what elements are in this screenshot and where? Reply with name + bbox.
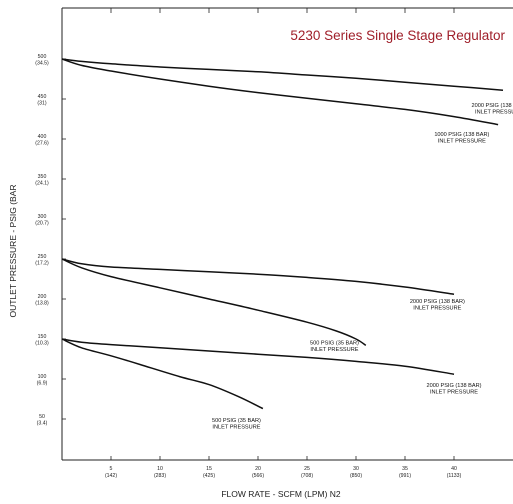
series-sublabel-6: INLET PRESSURE	[212, 425, 260, 431]
y-tick-label: 200	[38, 294, 47, 300]
y-axis-label: OUTLET PRESSURE - PSIG (BAR	[8, 184, 18, 317]
series-sublabel-1: INLET PRESSURE	[475, 110, 513, 116]
x-tick-label: 15	[206, 466, 212, 472]
y-tick-sublabel: (31)	[37, 101, 46, 107]
y-tick-sublabel: (27.6)	[35, 141, 49, 147]
y-tick-sublabel: (20.7)	[35, 221, 49, 227]
curve-labels: 2000 PSIG (138 BAR)INLET PRESSURE1000 PS…	[212, 103, 513, 431]
series-line-2	[61, 58, 499, 126]
x-tick-sublabel: (425)	[203, 473, 215, 479]
y-tick-sublabel: (24.1)	[35, 181, 49, 187]
x-tick-sublabel: (283)	[154, 473, 166, 479]
series-label-1: 2000 PSIG (138 BAR)	[472, 103, 513, 109]
series-label-4: 500 PSIG (35 BAR)	[310, 341, 359, 347]
series-sublabel-5: INLET PRESSURE	[430, 390, 478, 396]
x-tick-sublabel: (708)	[301, 473, 313, 479]
x-axis-label: FLOW RATE - SCFM (LPM) N2	[221, 489, 341, 499]
x-tick-sublabel: (142)	[105, 473, 117, 479]
series-label-3: 2000 PSIG (138 BAR)	[410, 299, 465, 305]
series-line-4	[61, 258, 367, 347]
y-tick-label: 500	[38, 54, 47, 60]
y-tick-sublabel: (34.5)	[35, 61, 49, 67]
series-label-2: 1000 PSIG (138 BAR)	[434, 132, 489, 138]
y-tick-sublabel: (17.2)	[35, 261, 49, 267]
ticks: 5(142) 10(283) 15(425) 20(566) 25(708) 30(850…	[35, 8, 462, 479]
x-tick-label: 40	[451, 466, 457, 472]
series-line-3	[61, 258, 455, 295]
y-tick-label: 50	[39, 414, 45, 420]
x-tick-label: 5	[110, 466, 113, 472]
x-tick-label: 10	[157, 466, 163, 472]
y-tick-sublabel: (13.8)	[35, 301, 49, 307]
series-sublabel-3: INLET PRESSURE	[413, 306, 461, 312]
x-tick-label: 20	[255, 466, 261, 472]
x-tick-sublabel: (850)	[350, 473, 362, 479]
y-tick-sublabel: (10.3)	[35, 341, 49, 347]
series-line-1	[61, 58, 504, 91]
x-tick-sublabel: (991)	[399, 473, 411, 479]
x-tick-label: 30	[353, 466, 359, 472]
y-tick-label: 100	[38, 374, 47, 380]
series-label-5: 2000 PSIG (138 BAR)	[426, 383, 481, 389]
y-tick-label: 450	[38, 94, 47, 100]
x-tick-sublabel: (566)	[252, 473, 264, 479]
y-tick-label: 150	[38, 334, 47, 340]
series-line-6	[61, 338, 264, 410]
series-line-5	[61, 338, 455, 375]
axes	[61, 7, 513, 461]
series-sublabel-4: INLET PRESSURE	[310, 347, 358, 353]
y-tick-label: 300	[38, 214, 47, 220]
x-tick-label: 25	[304, 466, 310, 472]
y-tick-label: 350	[38, 174, 47, 180]
x-tick-sublabel: (1133)	[447, 473, 462, 479]
x-tick-label: 35	[402, 466, 408, 472]
curves	[61, 58, 504, 410]
y-tick-sublabel: (3.4)	[37, 421, 48, 427]
chart-title: 5230 Series Single Stage Regulator	[290, 28, 505, 43]
y-tick-label: 250	[38, 254, 47, 260]
y-tick-label: 400	[38, 134, 47, 140]
series-label-6: 500 PSIG (35 BAR)	[212, 418, 261, 424]
y-tick-sublabel: (6.9)	[37, 381, 48, 387]
series-sublabel-2: INLET PRESSURE	[438, 138, 486, 144]
